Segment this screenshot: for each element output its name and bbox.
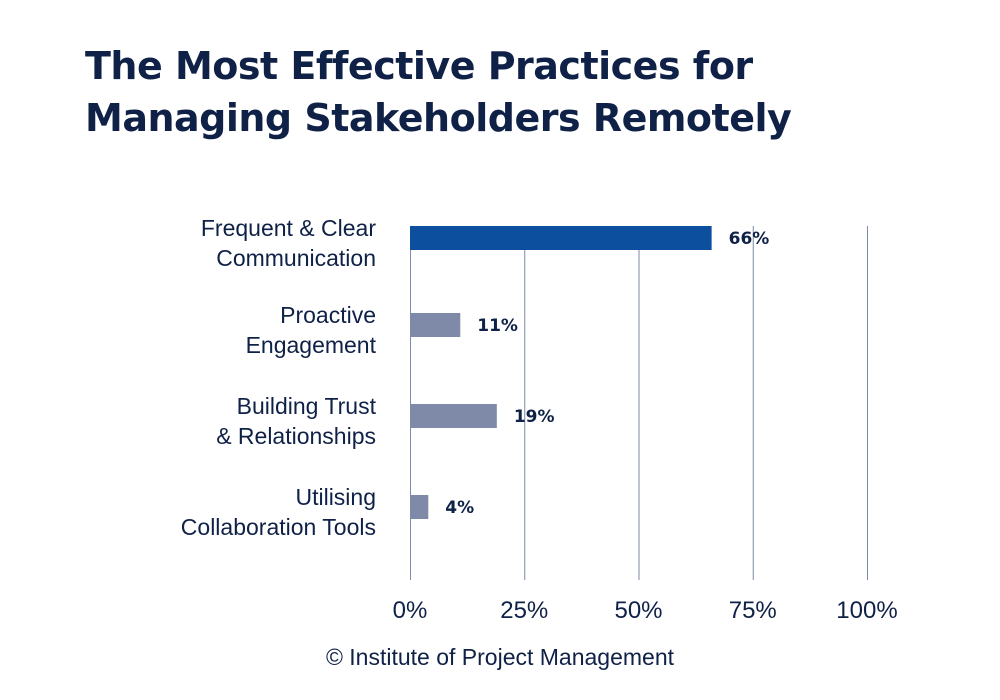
- bar-3: [410, 495, 429, 519]
- gridlines: [410, 226, 868, 580]
- x-tick-label: 50%: [614, 597, 662, 624]
- bars: [410, 226, 712, 519]
- category-label: Proactive Engagement: [246, 302, 377, 358]
- value-label: 19%: [514, 407, 555, 427]
- value-label: 4%: [445, 498, 474, 518]
- bar-2: [410, 404, 497, 428]
- x-tick-label: 75%: [729, 597, 777, 624]
- bar-1: [410, 313, 461, 337]
- category-labels: Frequent & Clear Communication Proactive En…: [181, 215, 377, 540]
- x-tick-label: 25%: [500, 597, 548, 624]
- x-axis-ticks: 0% 25% 50% 75% 100%: [393, 597, 898, 624]
- value-label: 66%: [729, 229, 770, 249]
- source-credit: © Institute of Project Management: [325, 644, 675, 670]
- bar-0: [410, 226, 712, 250]
- value-labels: 66% 11% 19% 4%: [445, 229, 769, 518]
- category-label: Frequent & Clear Communication: [201, 215, 376, 271]
- chart-title: The Most Effective Practices for Managin…: [85, 44, 792, 140]
- x-tick-label: 0%: [393, 597, 428, 624]
- category-label: Utilising Collaboration Tools: [181, 484, 376, 540]
- x-tick-label: 100%: [836, 597, 897, 624]
- value-label: 11%: [477, 316, 518, 336]
- category-label: Building Trust & Relationships: [216, 393, 376, 449]
